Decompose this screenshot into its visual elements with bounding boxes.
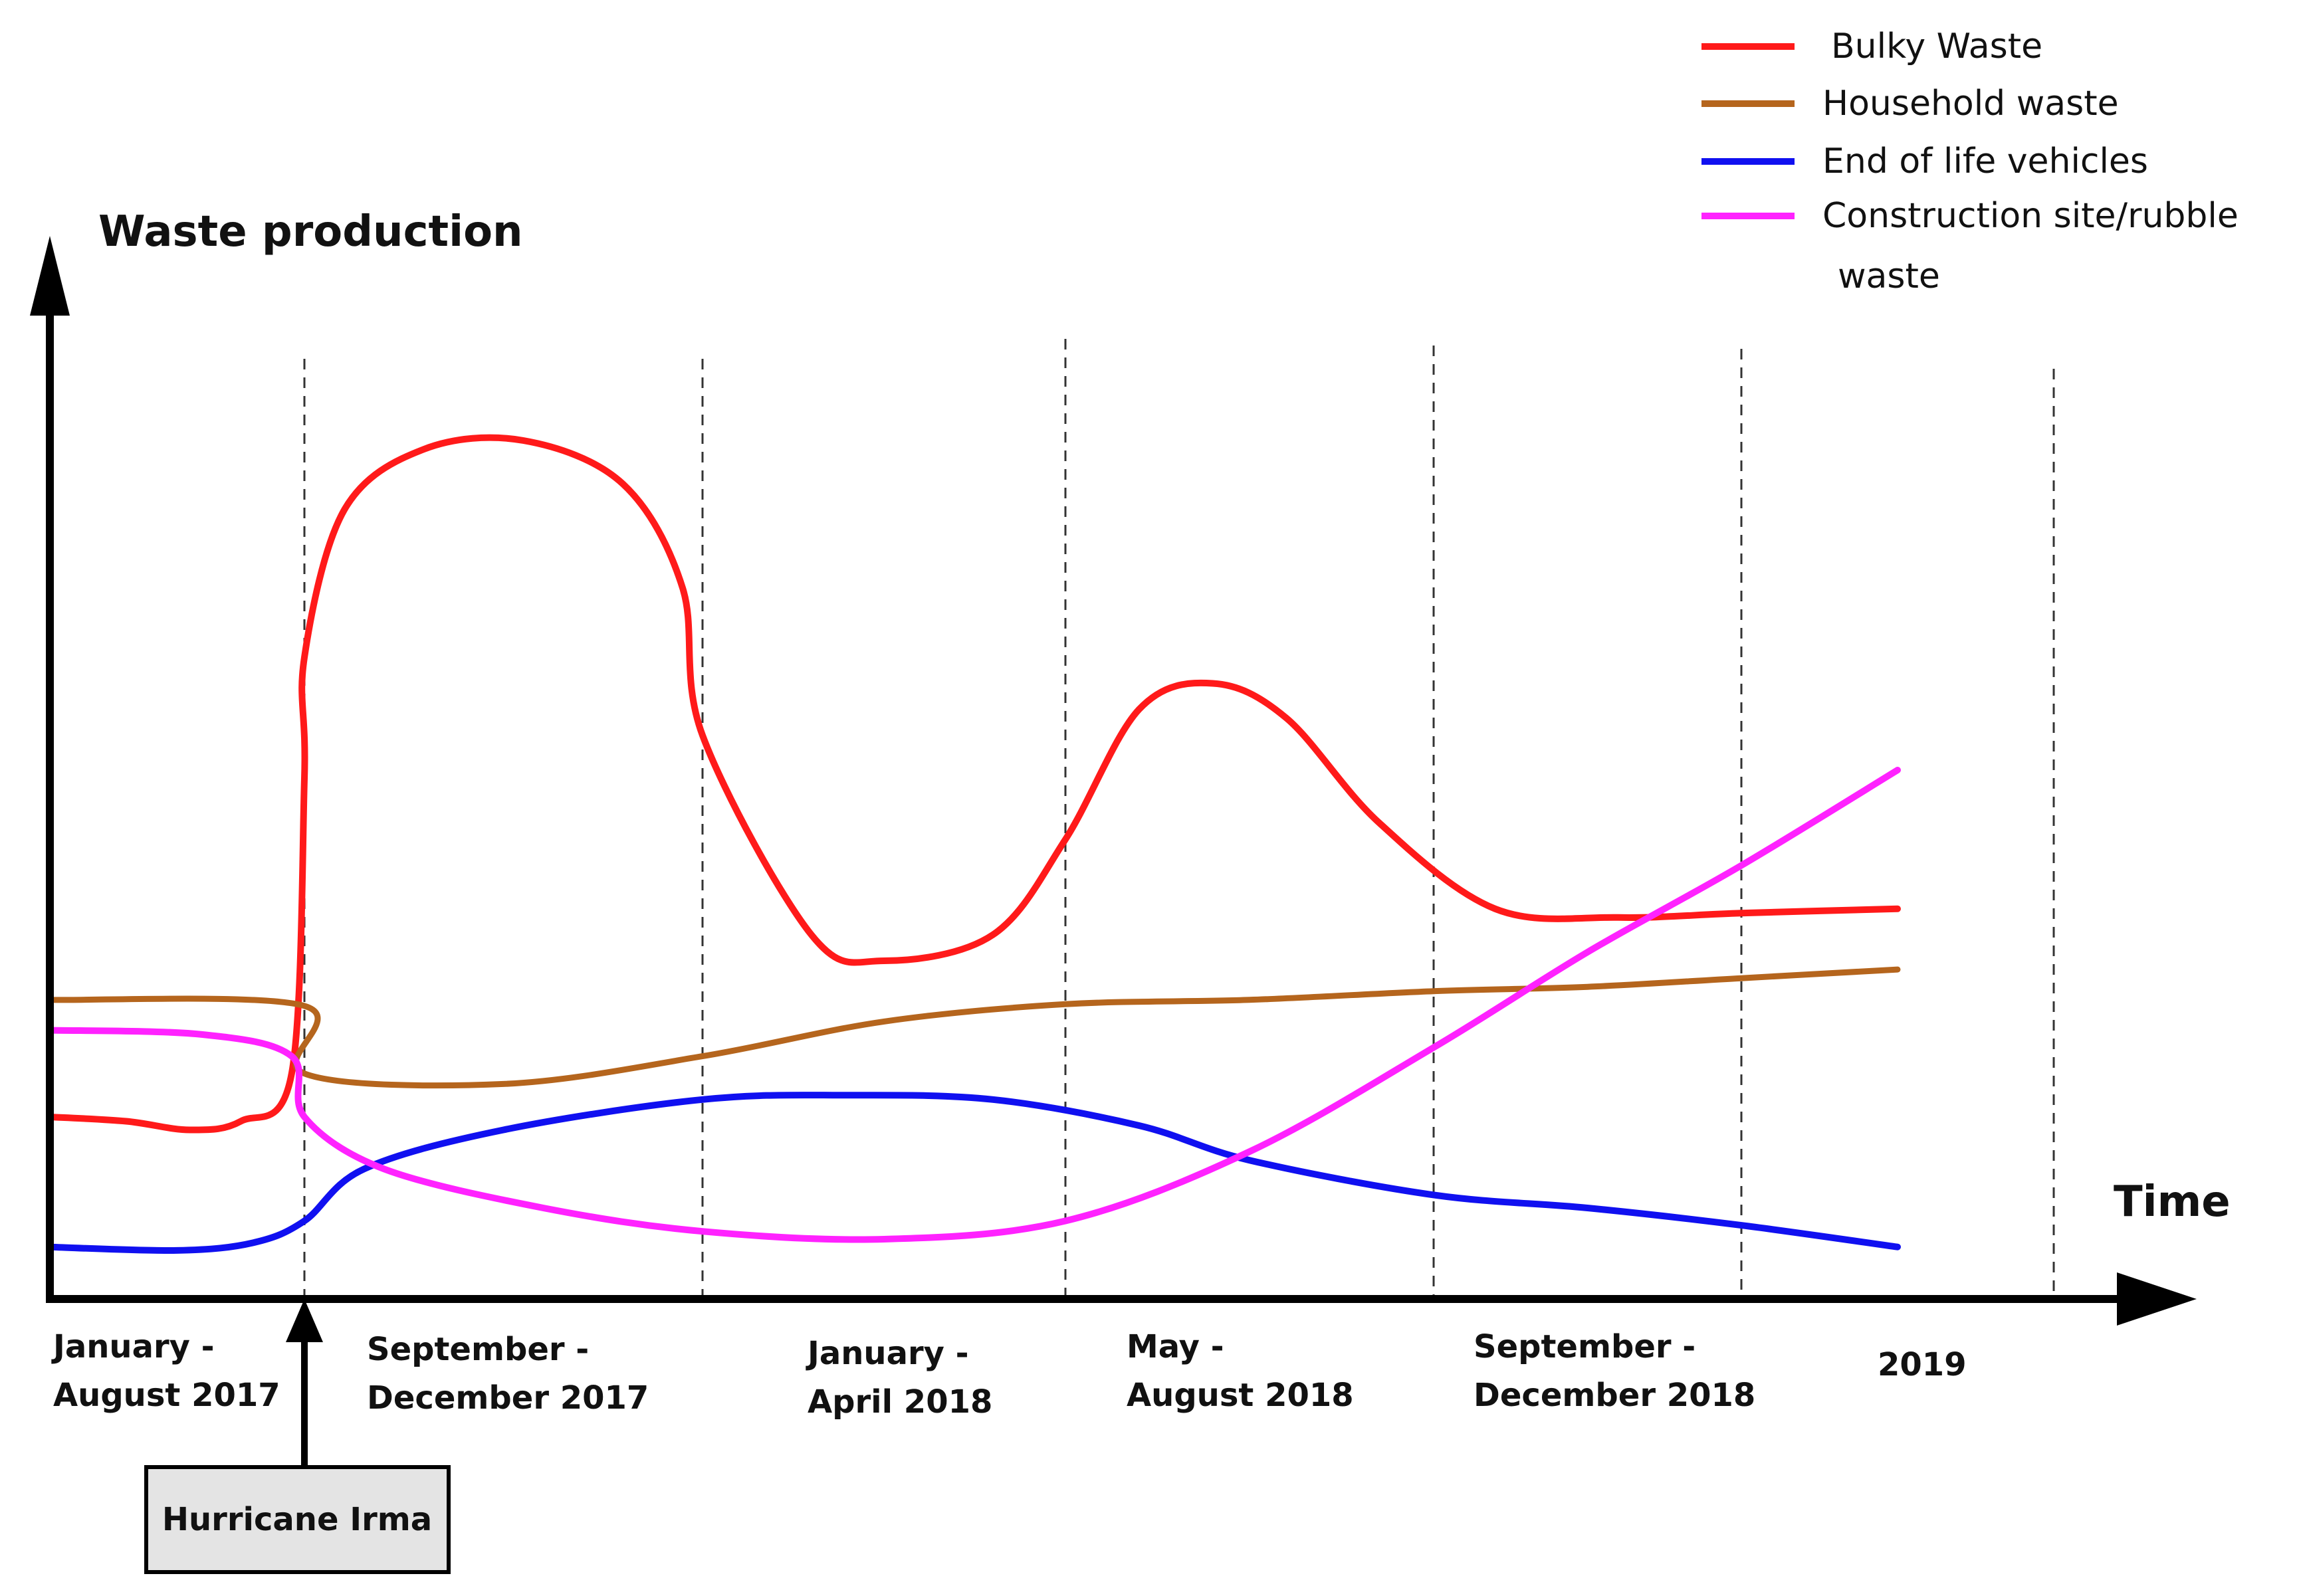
period-label-line: January - bbox=[51, 1328, 215, 1365]
legend-label-line2: waste bbox=[1838, 256, 1940, 296]
x-axis-title: Time bbox=[2114, 1177, 2231, 1227]
period-label-line: 2019 bbox=[1878, 1346, 1967, 1383]
period-label-line: August 2018 bbox=[1127, 1377, 1354, 1414]
period-label-line: April 2018 bbox=[808, 1383, 992, 1421]
period-label-line: September - bbox=[367, 1331, 589, 1368]
period-labels: January - August 2017 September - December … bbox=[51, 1328, 1967, 1421]
series-line-household-waste bbox=[47, 966, 1901, 1089]
event-box bbox=[144, 1465, 451, 1574]
legend-label: Bulky Waste bbox=[1831, 27, 2042, 66]
legend-label: Construction site/rubble bbox=[1822, 196, 2239, 236]
period-label-line: September - bbox=[1474, 1328, 1696, 1365]
period-label-line: May - bbox=[1127, 1328, 1224, 1365]
period-separators bbox=[303, 339, 2055, 1299]
period-label-line: December 2017 bbox=[367, 1379, 649, 1417]
series-line-bulky-waste bbox=[47, 434, 1901, 1134]
period-label-line: January - bbox=[806, 1335, 969, 1372]
x-axis-arrowhead bbox=[2117, 1272, 2197, 1326]
y-axis-arrowhead bbox=[30, 236, 70, 316]
period-label-line: August 2017 bbox=[53, 1377, 280, 1414]
event-arrowhead bbox=[286, 1299, 323, 1342]
period-label-4: May - August 2018 bbox=[1127, 1328, 1354, 1414]
period-label-5: September - December 2018 bbox=[1474, 1328, 1755, 1414]
legend: Bulky Waste Household waste End of life ve… bbox=[1701, 27, 2239, 296]
legend-label: Household waste bbox=[1822, 84, 2119, 124]
period-label-line: December 2018 bbox=[1474, 1377, 1755, 1414]
period-label-2: September - December 2017 bbox=[367, 1331, 649, 1417]
y-axis-title: Waste production bbox=[98, 207, 523, 256]
series-line-construction-site-rubble-waste bbox=[47, 767, 1901, 1243]
series-line-end-of-life-vehicles bbox=[47, 1092, 1901, 1254]
period-label-6: 2019 bbox=[1878, 1346, 1967, 1383]
legend-label: End of life vehicles bbox=[1822, 142, 2148, 181]
period-label-3: January - April 2018 bbox=[806, 1335, 992, 1421]
event-label: Hurricane Irma bbox=[162, 1501, 432, 1538]
period-label-1: January - August 2017 bbox=[51, 1328, 280, 1414]
series-lines bbox=[47, 434, 1901, 1254]
